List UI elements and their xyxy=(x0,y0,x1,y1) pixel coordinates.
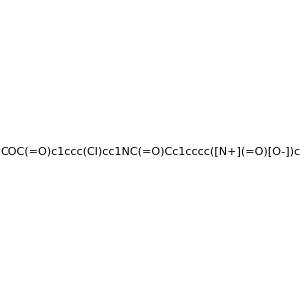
Text: COC(=O)c1ccc(Cl)cc1NC(=O)Cc1cccc([N+](=O)[O-])c1: COC(=O)c1ccc(Cl)cc1NC(=O)Cc1cccc([N+](=O… xyxy=(0,146,300,157)
